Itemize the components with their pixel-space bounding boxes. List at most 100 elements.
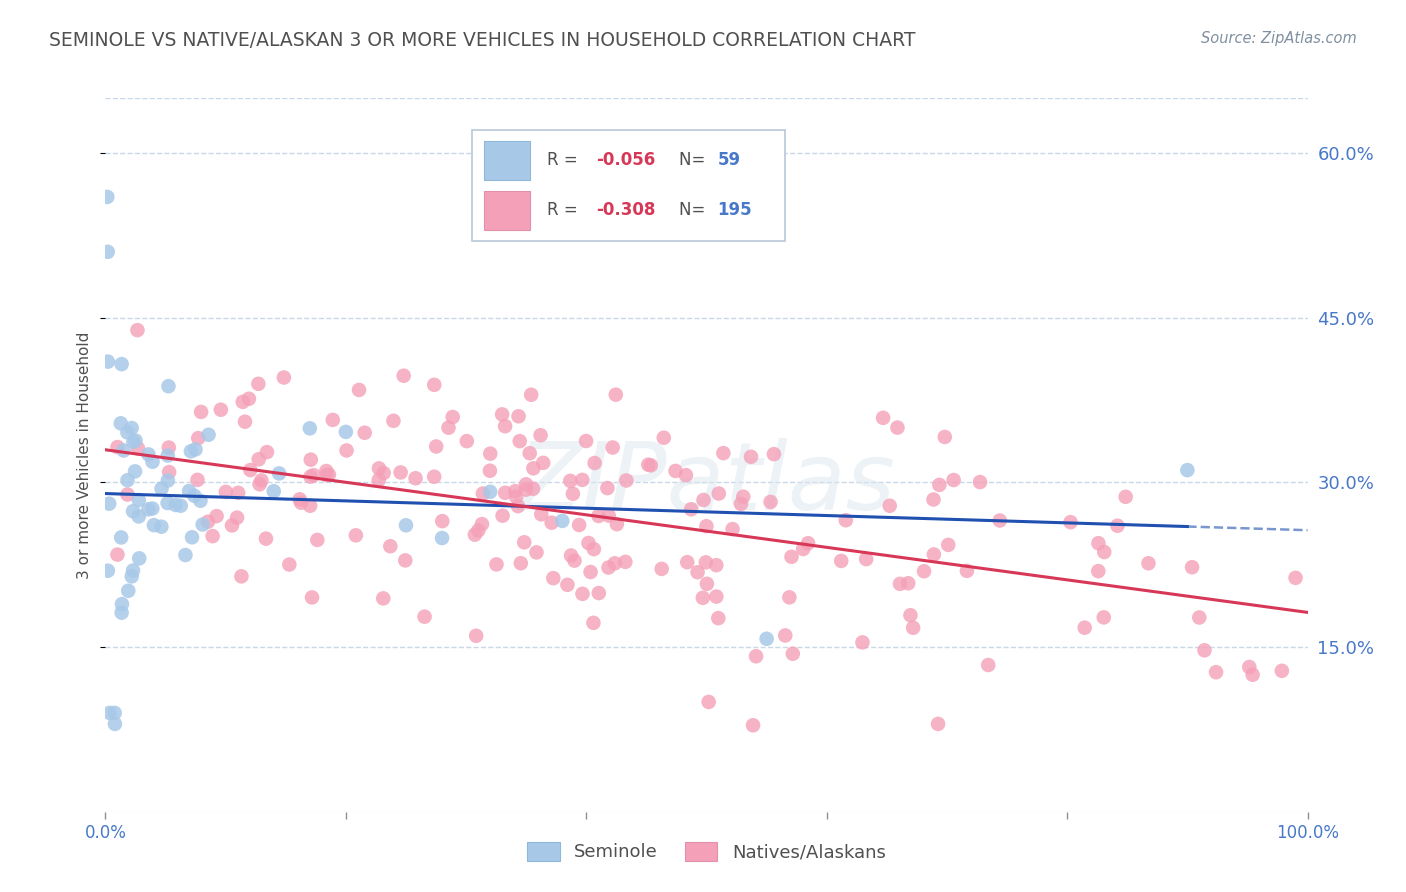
Point	[344, 528, 367, 542]
Point	[231, 569, 253, 583]
Point	[353, 425, 375, 440]
Point	[335, 425, 357, 439]
Point	[121, 569, 143, 583]
Point	[588, 508, 610, 523]
Point	[936, 538, 959, 552]
Point	[180, 444, 202, 458]
Point	[704, 558, 727, 573]
Point	[226, 510, 249, 524]
Point	[522, 461, 544, 475]
Point	[177, 484, 200, 499]
Point	[897, 576, 920, 591]
Point	[394, 553, 416, 567]
Point	[156, 449, 179, 463]
Point	[142, 518, 165, 533]
Point	[197, 427, 219, 442]
Text: -0.308: -0.308	[596, 202, 655, 219]
Point	[299, 469, 322, 483]
Point	[956, 564, 979, 578]
Point	[505, 484, 527, 499]
Point	[605, 387, 627, 401]
Point	[467, 524, 489, 538]
Point	[238, 392, 260, 406]
Point	[373, 466, 395, 480]
Point	[560, 474, 582, 488]
Point	[614, 474, 637, 488]
Point	[560, 549, 582, 563]
Point	[886, 420, 908, 434]
Point	[692, 493, 714, 508]
Point	[315, 468, 337, 483]
Point	[697, 695, 720, 709]
Point	[1241, 667, 1264, 681]
Point	[111, 597, 134, 611]
Point	[273, 370, 295, 384]
Point	[117, 473, 139, 487]
Point	[98, 497, 121, 511]
Text: R =: R =	[547, 202, 582, 219]
Point	[122, 504, 145, 518]
Point	[184, 442, 207, 457]
Text: ZIPatlas: ZIPatlas	[517, 438, 896, 529]
Point	[110, 531, 132, 545]
Point	[543, 571, 565, 585]
Point	[183, 489, 205, 503]
Point	[901, 621, 924, 635]
Point	[290, 496, 312, 510]
Point	[117, 487, 139, 501]
Point	[430, 531, 453, 545]
Point	[745, 649, 768, 664]
Point	[942, 473, 965, 487]
Point	[437, 420, 460, 434]
Point	[582, 615, 605, 630]
Point	[247, 376, 270, 391]
Text: N=: N=	[679, 202, 710, 219]
Point	[762, 447, 785, 461]
Point	[122, 564, 145, 578]
Point	[302, 468, 325, 483]
Point	[157, 465, 180, 479]
Point	[209, 402, 232, 417]
Point	[441, 409, 464, 424]
Point	[97, 354, 120, 368]
Point	[602, 441, 624, 455]
Point	[596, 481, 619, 495]
Point	[423, 469, 446, 483]
Point	[1194, 643, 1216, 657]
Point	[107, 548, 129, 562]
Point	[479, 447, 502, 461]
Point	[568, 518, 591, 533]
Point	[872, 410, 894, 425]
Point	[205, 509, 228, 524]
Point	[707, 611, 730, 625]
Point	[191, 517, 214, 532]
Point	[835, 513, 858, 527]
Point	[254, 532, 277, 546]
Point	[112, 443, 135, 458]
Point	[111, 357, 134, 371]
Point	[157, 379, 180, 393]
Point	[1188, 610, 1211, 624]
Point	[239, 463, 262, 477]
Point	[797, 536, 820, 550]
Point	[1115, 490, 1137, 504]
Point	[465, 629, 488, 643]
Point	[900, 608, 922, 623]
Point	[382, 414, 405, 428]
Point	[471, 517, 494, 532]
Point	[520, 388, 543, 402]
Point	[830, 554, 852, 568]
Point	[614, 555, 637, 569]
Point	[513, 535, 536, 549]
Point	[124, 434, 146, 448]
Point	[190, 405, 212, 419]
Point	[557, 578, 579, 592]
Point	[138, 502, 160, 516]
Legend: Seminole, Natives/Alaskans: Seminole, Natives/Alaskans	[519, 833, 894, 871]
Point	[405, 471, 427, 485]
Point	[201, 529, 224, 543]
Point	[509, 434, 531, 449]
Point	[531, 456, 554, 470]
Point	[692, 591, 714, 605]
Point	[1107, 518, 1129, 533]
